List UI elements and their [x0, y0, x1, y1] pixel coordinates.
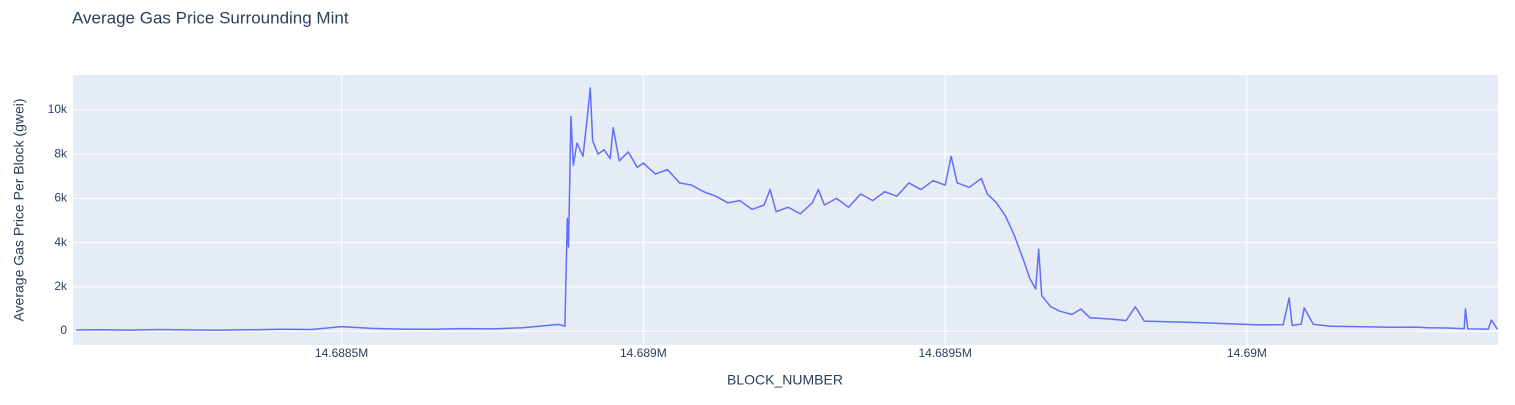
- line-series: [76, 87, 1499, 331]
- y-tick-label: 10k: [48, 102, 68, 116]
- x-tick-label: 14.6895M: [918, 346, 971, 360]
- plot-layer: 14.6885M 14.689M 14.6895M 14.69M 0 2k 4k 6k 8k 10…: [48, 75, 1499, 360]
- plot-area: [73, 75, 1498, 345]
- chart-title: Average Gas Price Surrounding Mint: [72, 8, 349, 27]
- y-axis-title: Average Gas Price Per Block (gwei): [11, 98, 27, 321]
- x-tick-label: 14.689M: [620, 346, 667, 360]
- y-tick-label: 8k: [54, 146, 68, 160]
- x-tick-label: 14.69M: [1227, 346, 1267, 360]
- y-tick-label: 4k: [54, 235, 68, 249]
- y-tick-label: 6k: [54, 191, 68, 205]
- x-axis-title: BLOCK_NUMBER: [727, 372, 843, 388]
- y-tick-label: 2k: [54, 279, 68, 293]
- y-tick-label: 0: [60, 323, 67, 337]
- x-tick-label: 14.6885M: [315, 346, 368, 360]
